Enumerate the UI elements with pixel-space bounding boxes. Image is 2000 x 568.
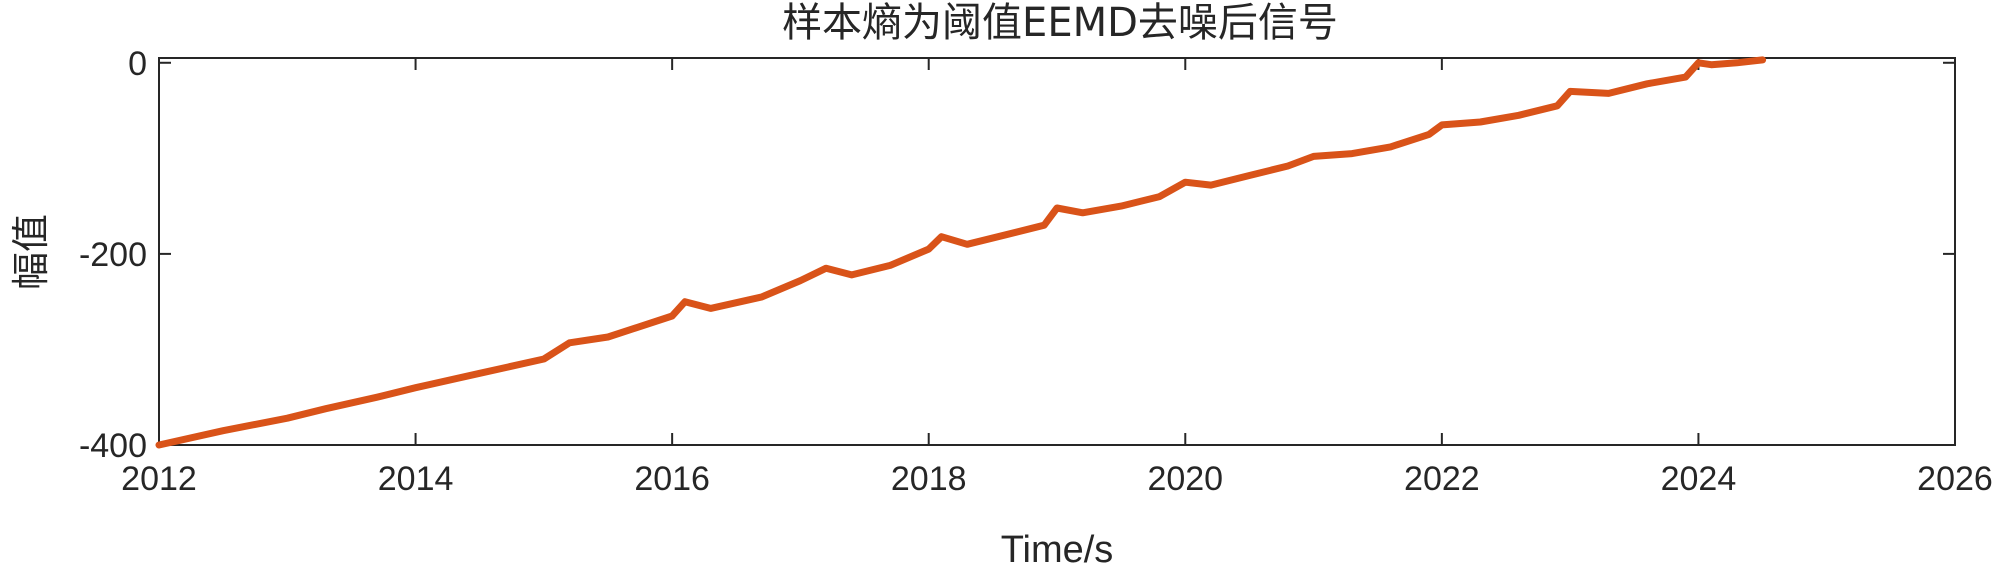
y-axis: 0 -200 -400 — [79, 45, 1955, 465]
y-tick-label: -200 — [79, 236, 147, 274]
x-tick-label: 2020 — [1147, 460, 1223, 498]
x-tick-label: 2014 — [378, 460, 454, 498]
x-tick-label: 2016 — [634, 460, 710, 498]
x-tick-label: 2024 — [1661, 460, 1737, 498]
x-tick-label: 2018 — [891, 460, 967, 498]
x-axis: 2012 2014 2016 2018 2020 2022 2024 2026 — [121, 58, 1993, 498]
series-group — [155, 56, 1767, 449]
x-axis-label: Time/s — [1001, 529, 1114, 568]
x-tick-label: 2012 — [121, 460, 197, 498]
x-tick-label: 2026 — [1917, 460, 1993, 498]
x-tick-label: 2022 — [1404, 460, 1480, 498]
series-line — [155, 56, 1767, 449]
y-tick-label: 0 — [128, 45, 147, 83]
y-tick-label: -400 — [79, 427, 147, 465]
y-axis-label: 幅值 — [9, 214, 53, 290]
chart-title: 样本熵为阈值EEMD去噪后信号 — [782, 0, 1338, 46]
